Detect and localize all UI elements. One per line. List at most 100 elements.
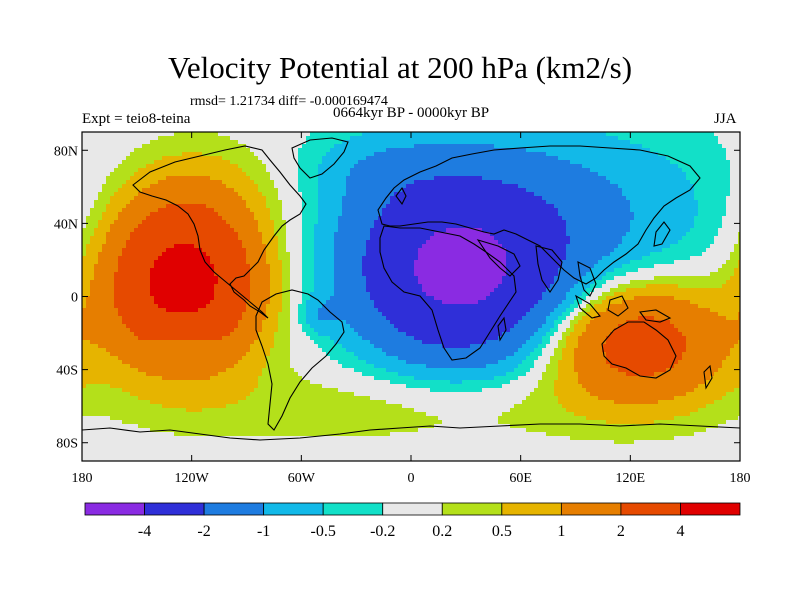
field-cell xyxy=(326,148,331,153)
field-cell xyxy=(670,160,675,165)
field-cell xyxy=(478,196,483,201)
field-cell xyxy=(626,248,631,253)
field-cell xyxy=(106,152,111,157)
field-cell xyxy=(386,196,391,201)
field-cell xyxy=(282,152,287,157)
field-cell xyxy=(226,196,231,201)
field-cell xyxy=(546,164,551,169)
field-cell xyxy=(394,240,399,245)
field-cell xyxy=(246,216,251,221)
field-cell xyxy=(714,188,719,193)
field-cell xyxy=(686,176,691,181)
field-cell xyxy=(234,248,239,253)
field-cell xyxy=(598,232,603,237)
field-cell xyxy=(258,208,263,213)
field-cell xyxy=(370,244,375,249)
field-cell xyxy=(438,224,443,229)
field-cell xyxy=(534,168,539,173)
field-cell xyxy=(614,180,619,185)
field-cell xyxy=(454,220,459,225)
field-cell xyxy=(686,220,691,225)
field-cell xyxy=(286,184,291,189)
field-cell xyxy=(542,240,547,245)
field-cell xyxy=(526,236,531,241)
field-cell xyxy=(642,232,647,237)
field-cell xyxy=(190,184,195,189)
field-cell xyxy=(574,188,579,193)
field-cell xyxy=(718,152,723,157)
field-cell xyxy=(242,252,247,257)
field-cell xyxy=(342,204,347,209)
field-cell xyxy=(674,164,679,169)
field-cell xyxy=(558,180,563,185)
field-cell xyxy=(626,216,631,221)
field-cell xyxy=(470,220,475,225)
field-cell xyxy=(254,140,259,145)
field-cell xyxy=(670,204,675,209)
field-cell xyxy=(294,196,299,201)
field-cell xyxy=(390,132,395,137)
field-cell xyxy=(250,168,255,173)
field-cell xyxy=(474,168,479,173)
field-cell xyxy=(118,236,123,241)
field-cell xyxy=(138,248,143,253)
field-cell xyxy=(130,248,135,253)
field-cell xyxy=(642,244,647,249)
field-cell xyxy=(466,216,471,221)
field-cell xyxy=(734,156,739,161)
field-cell xyxy=(630,196,635,201)
field-cell xyxy=(242,244,247,249)
field-cell xyxy=(222,220,227,225)
field-cell xyxy=(122,248,127,253)
field-cell xyxy=(550,196,555,201)
field-cell xyxy=(714,240,719,245)
field-cell xyxy=(634,164,639,169)
field-cell xyxy=(534,192,539,197)
field-cell xyxy=(162,232,167,237)
field-cell xyxy=(530,136,535,141)
field-cell xyxy=(722,172,727,177)
field-cell xyxy=(654,208,659,213)
field-cell xyxy=(710,180,715,185)
field-cell xyxy=(438,152,443,157)
field-cell xyxy=(502,176,507,181)
field-cell xyxy=(446,160,451,165)
field-cell xyxy=(358,248,363,253)
field-cell xyxy=(538,204,543,209)
field-cell xyxy=(714,208,719,213)
field-cell xyxy=(578,200,583,205)
field-cell xyxy=(478,212,483,217)
field-cell xyxy=(382,240,387,245)
field-cell xyxy=(598,140,603,145)
field-cell xyxy=(290,212,295,217)
field-cell xyxy=(546,220,551,225)
field-cell xyxy=(342,208,347,213)
field-cell xyxy=(434,232,439,237)
field-cell xyxy=(350,168,355,173)
field-cell xyxy=(650,204,655,209)
field-cell xyxy=(730,208,735,213)
field-cell xyxy=(490,180,495,185)
field-cell xyxy=(262,244,267,249)
field-cell xyxy=(162,212,167,217)
field-cell xyxy=(170,200,175,205)
field-cell xyxy=(346,168,351,173)
field-cell xyxy=(522,168,527,173)
field-cell xyxy=(326,188,331,193)
field-cell xyxy=(158,156,163,161)
field-cell xyxy=(270,244,275,249)
field-cell xyxy=(134,160,139,165)
field-cell xyxy=(274,132,279,137)
field-cell xyxy=(466,144,471,149)
field-cell xyxy=(246,196,251,201)
field-cell xyxy=(378,132,383,137)
field-cell xyxy=(690,196,695,201)
field-cell xyxy=(154,152,159,157)
field-cell xyxy=(602,136,607,141)
field-cell xyxy=(218,172,223,177)
field-cell xyxy=(514,140,519,145)
field-cell xyxy=(606,196,611,201)
field-cell xyxy=(118,244,123,249)
field-cell xyxy=(490,204,495,209)
field-cell xyxy=(226,180,231,185)
